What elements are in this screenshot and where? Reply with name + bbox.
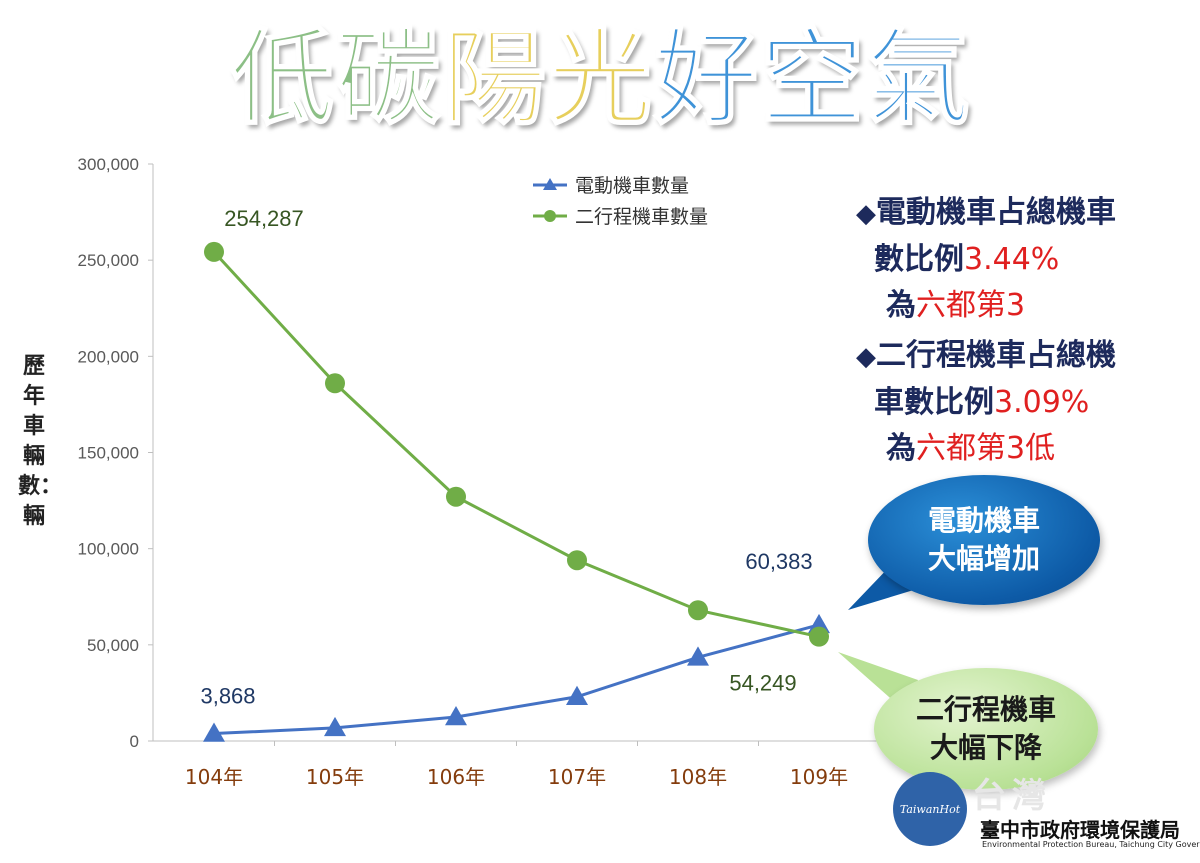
taiwanhot-logo-text: TaiwanHot [899, 802, 961, 816]
note-2-line-2: 車數比例3.09% [856, 380, 1196, 426]
twostroke-callout-line-2: 大幅下降 [929, 731, 1042, 764]
electric-point-3 [566, 685, 588, 706]
note-2-value-2: 3.09% [994, 385, 1090, 420]
note-1-value-2: 3.44% [964, 242, 1060, 277]
note-1-line-3: 為六都第3 [856, 283, 1196, 329]
y-tick-label: 100,000 [78, 540, 139, 559]
electric-callout-line-1: 電動機車 [927, 504, 1040, 537]
electric-point-0 [203, 722, 225, 742]
y-tick-label: 50,000 [87, 636, 139, 655]
x-tick-label: 107年 [548, 765, 606, 789]
diamond-bullet-icon: ◆ [856, 199, 876, 229]
legend-triangle-icon [543, 178, 557, 190]
electric-callout-line-2: 大幅增加 [927, 542, 1040, 575]
electric-callout: 電動機車 大幅增加 [868, 475, 1100, 605]
diamond-bullet-icon: ◆ [856, 342, 876, 372]
note-2-value-3: 六都第3低 [916, 431, 1056, 466]
y-tick-label: 0 [130, 732, 139, 751]
x-tick-label: 108年 [669, 765, 727, 789]
title-part-3: 好空氣 [653, 17, 973, 139]
notes-panel: ◆電動機車占總機車 數比例3.44% 為六都第3 ◆二行程機車占總機 車數比例3… [856, 190, 1196, 472]
x-tick-label: 109年 [790, 765, 848, 789]
note-2-line-3: 為六都第3低 [856, 426, 1196, 472]
twostroke-point-3 [567, 550, 587, 571]
legend-label: 電動機車數量 [575, 175, 689, 197]
twostroke-callout: 二行程機車 大幅下降 [874, 668, 1098, 790]
x-tick-label: 105年 [306, 765, 364, 789]
note-1-line-1: ◆電動機車占總機車 [856, 190, 1196, 237]
x-tick-label: 104年 [185, 765, 243, 789]
org-name: 臺中市政府環境保護局 [980, 818, 1180, 842]
electric-point-4 [687, 646, 709, 666]
note-2-prefix-2: 車數比例 [874, 385, 994, 420]
electric-point-2 [445, 705, 467, 726]
note-1-value-3: 六都第3 [916, 288, 1026, 323]
note-1-prefix-2: 數比例 [874, 242, 964, 277]
twostroke-point-4 [688, 600, 708, 621]
electric-point-5 [808, 613, 830, 634]
data-label: 54,249 [729, 671, 796, 696]
twostroke-point-5 [809, 626, 829, 647]
note-2-text-1: 二行程機車占總機 [876, 338, 1116, 373]
twostroke-callout-line-1: 二行程機車 [915, 693, 1056, 726]
title-part-2: 陽光 [441, 17, 655, 139]
title-part-1: 低碳 [229, 17, 443, 139]
electric-point-1 [324, 716, 346, 737]
data-label: 60,383 [745, 549, 812, 574]
y-tick-label: 200,000 [78, 347, 139, 366]
legend-circle-icon [544, 210, 556, 222]
watermark-text: 台灣 [972, 776, 1052, 816]
org-name-en: Environmental Protection Bureau, Taichun… [982, 840, 1200, 849]
note-1-prefix-3: 為 [886, 288, 916, 323]
twostroke-point-1 [325, 373, 345, 394]
page-title: 低碳陽光好空氣 [229, 17, 973, 139]
twostroke-point-0 [204, 241, 224, 262]
data-label: 254,287 [224, 206, 304, 231]
taiwanhot-logo: TaiwanHot [893, 772, 967, 846]
data-label: 3,868 [200, 684, 255, 709]
x-tick-label: 106年 [427, 765, 485, 789]
twostroke-point-2 [446, 486, 466, 507]
legend-label: 二行程機車數量 [575, 206, 708, 228]
note-2-prefix-3: 為 [886, 431, 916, 466]
note-1-line-2: 數比例3.44% [856, 237, 1196, 283]
y-tick-label: 300,000 [78, 155, 139, 174]
series-line-twostroke [212, 250, 820, 639]
y-tick-label: 250,000 [78, 251, 139, 270]
note-1-text-1: 電動機車占總機車 [876, 195, 1116, 230]
y-tick-label: 150,000 [78, 444, 139, 463]
note-2-line-1: ◆二行程機車占總機 [856, 333, 1196, 380]
series-line-electric [213, 623, 820, 736]
